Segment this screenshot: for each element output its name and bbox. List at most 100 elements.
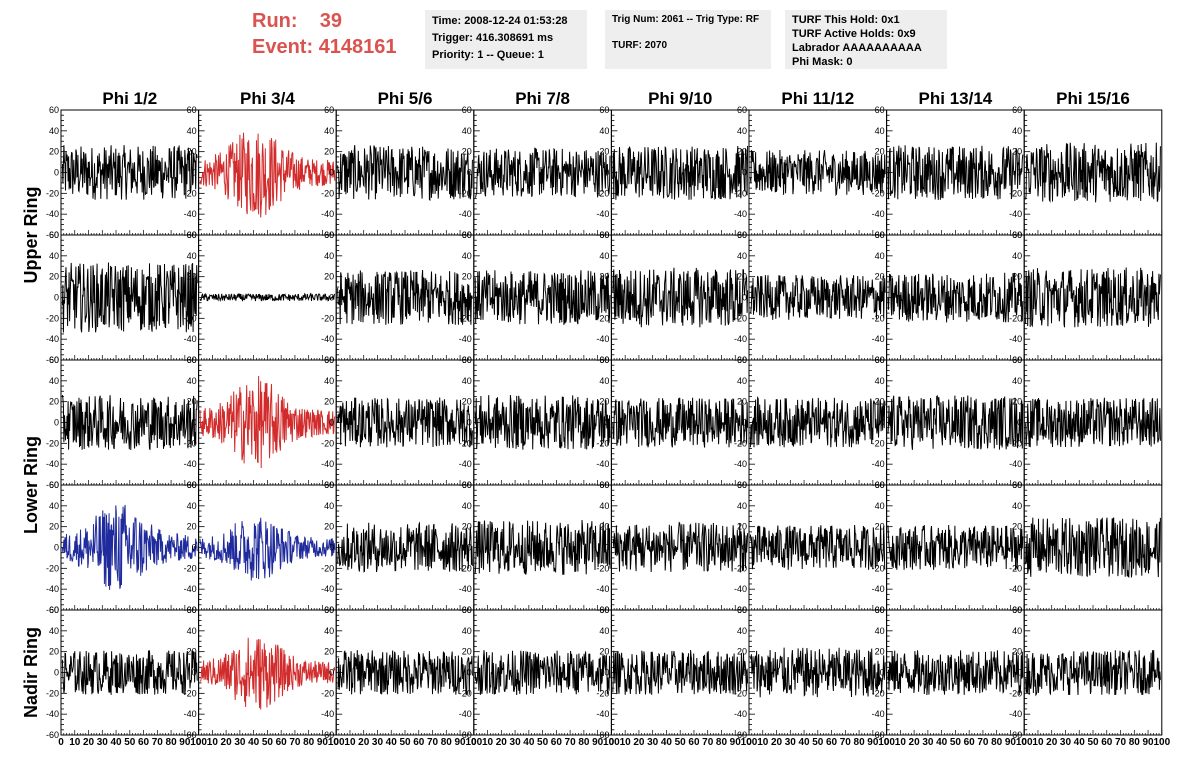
y-tick-label: 20 bbox=[875, 397, 885, 407]
x-tick-label: 100 bbox=[190, 737, 207, 748]
y-tick-label: 0 bbox=[329, 668, 334, 678]
x-tick-label: 40 bbox=[1074, 737, 1086, 748]
x-tick-label: 90 bbox=[1142, 737, 1154, 748]
x-tick-label: 70 bbox=[702, 737, 714, 748]
y-tick-label: 0 bbox=[54, 293, 59, 303]
y-tick-label: -20 bbox=[46, 438, 59, 448]
y-tick-label: 0 bbox=[329, 418, 334, 428]
y-tick-label: 40 bbox=[324, 126, 334, 136]
waveform-trace bbox=[337, 145, 473, 202]
y-tick-label: 60 bbox=[187, 105, 197, 115]
waveform-trace bbox=[1025, 397, 1161, 448]
y-tick-label: 20 bbox=[324, 647, 334, 657]
y-tick-label: 20 bbox=[737, 522, 747, 532]
waveform-trace bbox=[887, 272, 1024, 323]
x-tick-label: 100 bbox=[328, 737, 345, 748]
y-tick-label: 0 bbox=[54, 418, 59, 428]
y-tick-label: 0 bbox=[1017, 293, 1022, 303]
y-tick-label: 0 bbox=[880, 293, 885, 303]
waveform-trace bbox=[1025, 267, 1161, 328]
y-tick-label: 20 bbox=[324, 397, 334, 407]
y-tick-label: 20 bbox=[599, 522, 609, 532]
x-tick-label: 90 bbox=[454, 737, 466, 748]
y-tick-label: -40 bbox=[596, 709, 609, 719]
x-tick-label: 100 bbox=[1153, 737, 1170, 748]
y-tick-label: -40 bbox=[596, 459, 609, 469]
x-tick-label: 30 bbox=[372, 737, 384, 748]
y-tick-label: 60 bbox=[187, 230, 197, 240]
x-tick-label: 100 bbox=[1016, 737, 1033, 748]
y-tick-label: -40 bbox=[321, 709, 334, 719]
y-tick-label: -20 bbox=[1009, 563, 1022, 573]
y-tick-label: 0 bbox=[192, 418, 197, 428]
y-tick-label: 20 bbox=[1012, 147, 1022, 157]
x-tick-label: 70 bbox=[152, 737, 164, 748]
y-tick-label: 0 bbox=[880, 543, 885, 553]
y-tick-label: 40 bbox=[324, 626, 334, 636]
waveform-trace bbox=[612, 521, 749, 573]
x-tick-label: 20 bbox=[221, 737, 233, 748]
waveform-trace bbox=[199, 132, 336, 218]
labrador-text: Labrador AAAAAAAAAA bbox=[792, 42, 922, 54]
y-tick-label: -20 bbox=[734, 688, 747, 698]
x-tick-label: 10 bbox=[482, 737, 494, 748]
y-tick-label: 0 bbox=[192, 168, 197, 178]
waveform-trace bbox=[61, 394, 198, 451]
waveform-trace bbox=[887, 145, 1024, 200]
ring-label: Upper Ring bbox=[21, 187, 41, 284]
x-tick-label: 40 bbox=[523, 737, 535, 748]
y-tick-label: -40 bbox=[872, 584, 885, 594]
y-tick-label: 40 bbox=[49, 126, 59, 136]
y-tick-label: 0 bbox=[467, 293, 472, 303]
y-tick-label: -40 bbox=[184, 709, 197, 719]
y-tick-label: 60 bbox=[599, 480, 609, 490]
x-tick-label: 50 bbox=[950, 737, 962, 748]
y-tick-label: -20 bbox=[1009, 188, 1022, 198]
y-tick-label: 40 bbox=[1012, 376, 1022, 386]
waveform-trace bbox=[612, 649, 749, 695]
y-tick-label: 60 bbox=[462, 480, 472, 490]
y-tick-label: 20 bbox=[599, 147, 609, 157]
y-tick-label: -40 bbox=[1009, 709, 1022, 719]
y-tick-label: 0 bbox=[880, 668, 885, 678]
y-tick-label: -20 bbox=[459, 438, 472, 448]
y-tick-label: -40 bbox=[46, 584, 59, 594]
y-tick-label: 60 bbox=[599, 230, 609, 240]
x-tick-label: 70 bbox=[840, 737, 852, 748]
y-tick-label: 60 bbox=[187, 605, 197, 615]
x-tick-label: 0 bbox=[196, 737, 202, 748]
y-tick-label: -40 bbox=[184, 334, 197, 344]
y-tick-label: 40 bbox=[324, 251, 334, 261]
y-tick-label: -20 bbox=[459, 313, 472, 323]
y-tick-label: 60 bbox=[324, 480, 334, 490]
x-tick-label: 30 bbox=[922, 737, 934, 748]
y-tick-label: 40 bbox=[875, 626, 885, 636]
x-tick-label: 70 bbox=[565, 737, 577, 748]
y-tick-label: -20 bbox=[184, 188, 197, 198]
y-tick-label: 40 bbox=[737, 376, 747, 386]
x-tick-label: 80 bbox=[303, 737, 315, 748]
y-tick-label: 60 bbox=[187, 480, 197, 490]
y-tick-label: 40 bbox=[462, 376, 472, 386]
y-tick-label: 0 bbox=[1017, 543, 1022, 553]
x-tick-label: 20 bbox=[83, 737, 95, 748]
y-tick-label: 40 bbox=[1012, 626, 1022, 636]
y-tick-label: -20 bbox=[596, 688, 609, 698]
x-tick-label: 20 bbox=[909, 737, 921, 748]
y-tick-label: -40 bbox=[734, 334, 747, 344]
y-tick-label: 0 bbox=[1017, 168, 1022, 178]
y-tick-label: -20 bbox=[321, 438, 334, 448]
column-title: Phi 3/4 bbox=[240, 89, 295, 108]
y-tick-label: 60 bbox=[324, 230, 334, 240]
